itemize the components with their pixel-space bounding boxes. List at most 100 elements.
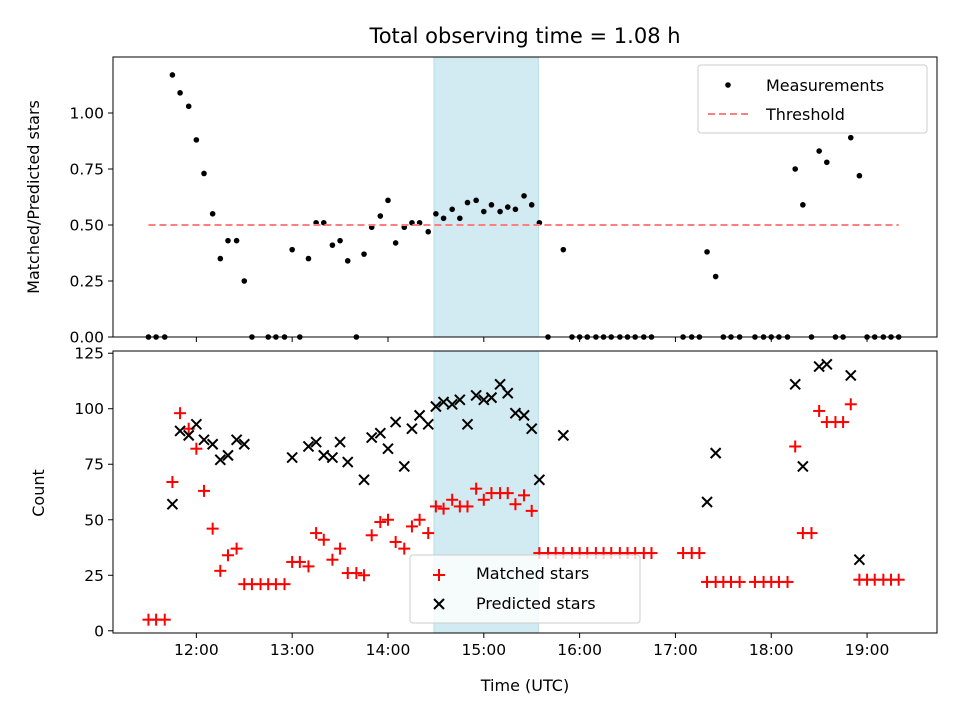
predicted-star-point	[406, 423, 418, 435]
predicted-star-point	[398, 460, 410, 473]
matched-star-point	[461, 500, 474, 513]
measurement-point	[847, 134, 854, 141]
predicted-star-point	[709, 447, 722, 459]
predicted-star-point	[318, 449, 330, 462]
measurement-point	[464, 199, 471, 206]
x-tick-label: 13:00	[270, 641, 315, 659]
top-x-ticks	[195, 337, 868, 342]
top-panel: 0.00 0.25 0.50 0.75 1.00 Matched/Predicted s…	[24, 56, 938, 347]
matched-star-point	[174, 407, 187, 420]
measurement-point	[473, 197, 479, 204]
measurement-point	[792, 166, 798, 172]
matched-star-point	[190, 442, 203, 455]
measurement-point	[816, 148, 822, 154]
predicted-star-point	[230, 434, 243, 446]
predicted-star-point	[238, 438, 250, 450]
matched-star-point	[422, 527, 435, 540]
predicted-star-point	[206, 438, 219, 450]
x-tick-label: 18:00	[749, 641, 794, 659]
matched-star-point	[326, 553, 339, 566]
matched-star-point	[198, 484, 211, 497]
matched-star-point	[429, 500, 442, 513]
matched-star-point	[158, 613, 171, 626]
matched-star-point	[844, 398, 857, 411]
predicted-star-point	[190, 418, 203, 430]
measurement-point	[704, 249, 710, 255]
matched-star-point	[365, 529, 378, 542]
top-y-axis-label: Matched/Predicted stars	[24, 100, 43, 294]
measurement-point	[425, 228, 432, 235]
matched-star-point	[509, 498, 522, 511]
measurement-point	[800, 202, 806, 208]
measurement-point	[497, 208, 503, 215]
bottom-axes-frame	[112, 350, 938, 634]
predicted-star-point	[382, 442, 394, 455]
predicted-star-point	[174, 425, 186, 437]
predicted-star-point	[821, 358, 833, 371]
matched-star-point	[413, 513, 426, 526]
measurement-point	[329, 242, 336, 248]
measurement-point	[433, 211, 439, 217]
predicted-star-point	[365, 431, 378, 444]
measurement-point	[392, 240, 399, 246]
y-tick-label: 100	[74, 400, 104, 418]
measurement-point	[856, 172, 863, 179]
matched-star-point	[837, 416, 850, 429]
top-y-ticks: 0.00 0.25 0.50 0.75 1.00	[69, 105, 113, 347]
measurement-point	[512, 206, 519, 213]
bottom-x-axis-label: Time (UTC)	[480, 676, 569, 695]
predicted-star-point	[214, 454, 227, 466]
predicted-star-point	[525, 423, 538, 435]
bottom-legend-box	[409, 554, 641, 624]
y-tick-label: 25	[84, 567, 104, 585]
x-tick-label: 16:00	[557, 641, 602, 659]
measurement-point	[193, 137, 200, 143]
legend-matched-marker	[433, 569, 445, 581]
matched-star-point	[350, 567, 363, 580]
predicted-star-point	[198, 434, 210, 446]
legend-matched-label: Matched stars	[476, 564, 589, 583]
matched-star-point	[334, 542, 347, 555]
predicted-star-point	[845, 369, 857, 382]
matched-star-point	[381, 513, 394, 526]
y-tick-label: 75	[84, 456, 104, 474]
predicted-star-point	[326, 451, 339, 464]
legend-predicted-label: Predicted stars	[476, 594, 596, 613]
matched-star-point	[477, 493, 490, 506]
matched-star-point	[374, 515, 387, 528]
measurement-point	[457, 215, 463, 222]
x-tick-label: 12:00	[174, 641, 219, 659]
y-tick-label: 125	[74, 345, 104, 363]
measurement-point	[201, 170, 207, 177]
predicted-star-point	[222, 449, 234, 462]
matched-star-point	[293, 555, 306, 568]
x-tick-label: 15:00	[461, 641, 506, 659]
measurement-point	[344, 258, 351, 264]
matched-star-point	[470, 482, 483, 495]
measurement-point	[217, 255, 224, 262]
matched-star-point	[278, 578, 291, 591]
matched-star-point	[310, 527, 323, 540]
matched-star-point	[693, 547, 706, 560]
matched-star-point	[892, 573, 905, 586]
measurement-point	[289, 246, 295, 253]
matched-star-point	[302, 560, 315, 573]
measurement-point	[241, 278, 248, 284]
measurement-point	[385, 197, 391, 204]
measurement-point	[488, 202, 495, 208]
predicted-star-point	[454, 394, 466, 406]
x-tick-label: 17:00	[653, 641, 698, 659]
predicted-star-point	[461, 418, 474, 430]
y-tick-label: 0	[94, 622, 104, 640]
matched-star-point	[813, 404, 826, 417]
predicted-star-point	[789, 378, 801, 391]
matched-star-point	[446, 493, 459, 506]
matched-star-point	[398, 542, 411, 555]
predicted-star-point	[302, 440, 315, 453]
predicted-star-point	[502, 387, 514, 399]
matched-star-point	[317, 533, 330, 546]
measurement-point	[824, 159, 830, 166]
predicted-star-point	[485, 391, 498, 404]
predicted-star-point	[446, 398, 458, 410]
measurement-point	[209, 211, 216, 217]
